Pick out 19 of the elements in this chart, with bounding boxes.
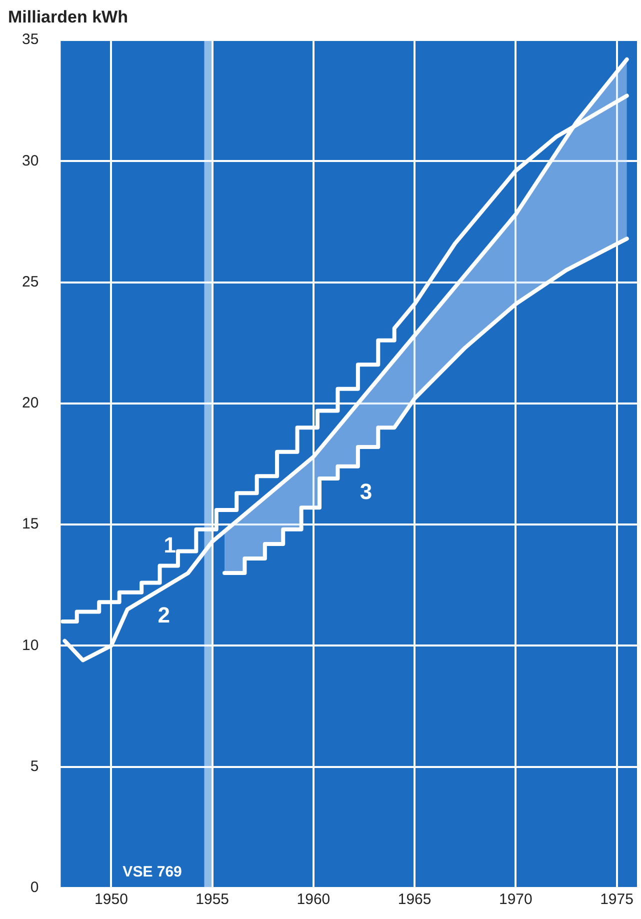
series-label: 1 [164,532,176,558]
x-tick-label: 1975 [600,891,634,908]
x-tick-label: 1970 [498,891,532,908]
y-tick-label: 20 [22,394,39,412]
y-tick-label: 10 [22,636,39,654]
y-tick-label: 0 [30,879,39,896]
series-label: 3 [360,479,372,504]
x-tick-label: 1955 [196,891,230,908]
y-tick-label: 15 [22,516,39,533]
y-tick-label: 25 [22,273,39,290]
x-tick-label: 1960 [296,891,330,908]
y-tick-label: 35 [22,31,39,48]
x-tick-label: 1965 [398,891,432,908]
annotation: VSE 769 [122,864,182,881]
x-tick-label: 1950 [94,891,128,908]
series-label: 2 [158,602,170,628]
y-tick-label: 5 [30,758,39,775]
y-tick-label: 30 [22,152,39,170]
y-axis-title: Milliarden kWh [8,8,128,27]
